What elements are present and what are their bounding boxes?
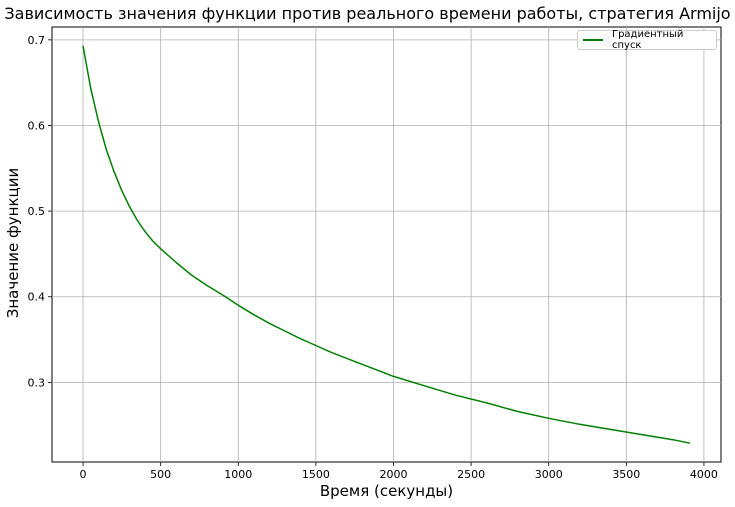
grid bbox=[52, 27, 721, 462]
y-tick-label: 0.5 bbox=[28, 205, 46, 218]
x-tick-label: 3500 bbox=[612, 468, 640, 481]
y-tick-label: 0.6 bbox=[28, 119, 46, 132]
x-tick-label: 2500 bbox=[457, 468, 485, 481]
series-group bbox=[82, 45, 691, 444]
legend: Градиентный спуск bbox=[577, 29, 717, 51]
y-tick-label: 0.4 bbox=[28, 291, 46, 304]
x-axis-label: Время (секунды) bbox=[319, 482, 454, 500]
plot-area bbox=[51, 26, 722, 463]
x-tick-label: 500 bbox=[150, 468, 171, 481]
legend-line-marker bbox=[583, 39, 603, 41]
x-tick-label: 3000 bbox=[535, 468, 563, 481]
chart-title: Зависимость значения функции против реал… bbox=[4, 4, 731, 23]
x-tick-label: 1500 bbox=[302, 468, 330, 481]
x-tick-label: 0 bbox=[80, 468, 87, 481]
y-tick-label: 0.7 bbox=[28, 34, 46, 47]
x-tick-label: 1000 bbox=[224, 468, 252, 481]
y-axis-label: Значение функции bbox=[4, 167, 22, 319]
x-tick-label: 2000 bbox=[379, 468, 407, 481]
legend-label: Градиентный спуск bbox=[611, 29, 684, 51]
y-axis: 0.3 0.4 0.5 0.6 0.7 bbox=[28, 34, 52, 389]
x-axis: 0 500 1000 1500 2000 2500 3000 3500 4000 bbox=[80, 462, 718, 481]
y-tick-label: 0.3 bbox=[28, 376, 46, 389]
x-tick-label: 4000 bbox=[690, 468, 718, 481]
series-line bbox=[82, 45, 691, 444]
